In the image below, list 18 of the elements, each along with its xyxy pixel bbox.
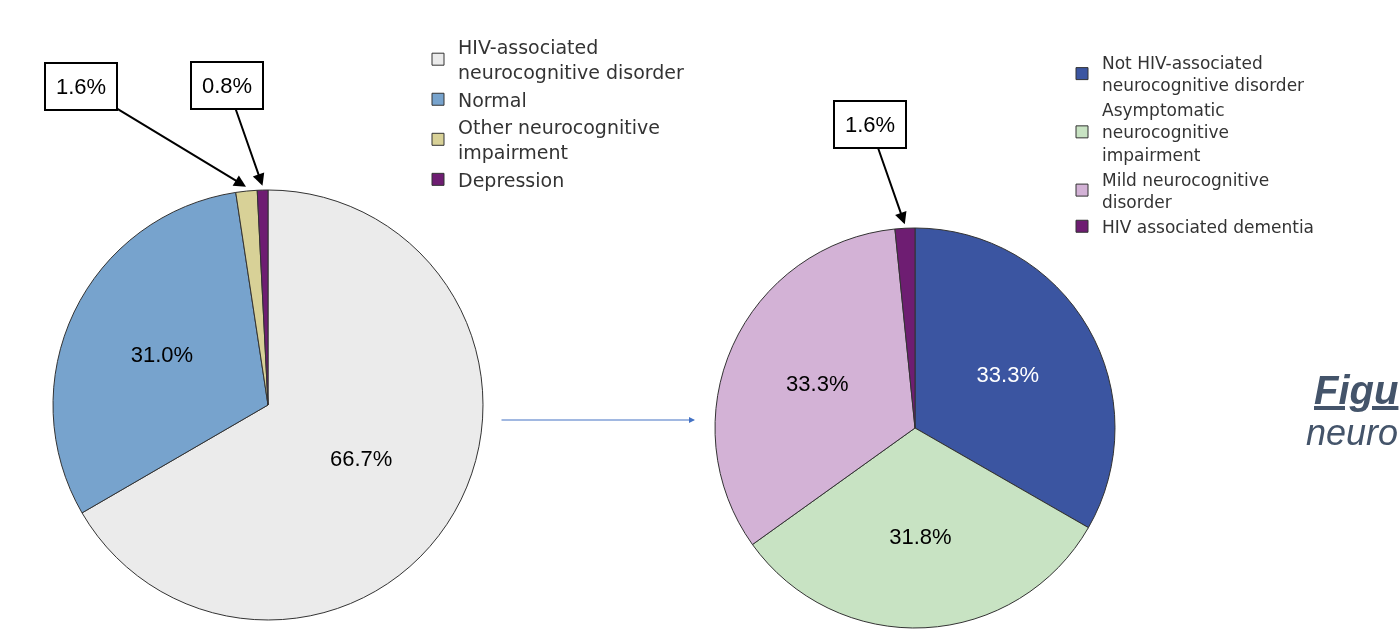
legend-label: Normal — [458, 88, 527, 111]
legend-label: Asymptomatic neurocognitive impairment — [1102, 100, 1229, 165]
text: Figu — [1314, 368, 1399, 412]
legend-label: Depression — [458, 168, 565, 191]
legend-label: Other neurocognitive impairment — [458, 116, 660, 164]
text: neuro — [1306, 412, 1399, 453]
data-label: 33.3% — [786, 371, 849, 397]
data-label: 33.3% — [976, 361, 1039, 387]
data-label: 31.0% — [130, 341, 194, 367]
legend-label: HIV-associated neurocognitive disorder — [458, 36, 685, 83]
data-label: 0.8% — [202, 73, 253, 98]
data-label: 1.6% — [845, 112, 896, 137]
data-label: 1.6% — [56, 74, 107, 99]
data-label: 31.8% — [889, 524, 952, 549]
legend-label: HIV associated dementia — [1102, 216, 1315, 237]
data-label: 66.7% — [329, 446, 393, 472]
legend-label: Not HIV-associated neurocognitive disorder — [1102, 53, 1305, 96]
legend-label: Mild neurocognitive disorder — [1102, 169, 1270, 212]
